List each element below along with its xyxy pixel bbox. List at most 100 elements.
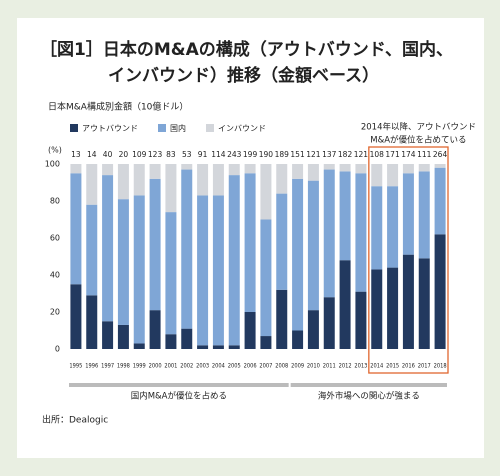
legend-label: インバウンド: [218, 124, 266, 133]
bar-segment: [149, 178, 161, 311]
bar-segment: [387, 164, 399, 187]
total-label: 20: [119, 150, 129, 159]
x-tick-label: 2014: [370, 363, 383, 370]
total-label: 121: [306, 150, 321, 159]
y-tick-label: 40: [50, 271, 60, 280]
legend-swatch: [206, 124, 214, 132]
x-tick-label: 2017: [418, 363, 431, 370]
total-label: 189: [275, 150, 290, 159]
bar-segment: [181, 328, 193, 349]
bar-segment: [418, 164, 430, 172]
bar-segment: [165, 334, 177, 349]
bar-segment: [149, 164, 161, 179]
bar-segment: [181, 164, 193, 170]
bar-segment: [117, 324, 129, 349]
bar-segment: [355, 173, 367, 292]
legend-swatch: [158, 124, 166, 132]
total-label: 171: [385, 150, 400, 159]
bar-segment: [165, 212, 177, 335]
total-label: 114: [211, 150, 226, 159]
total-label: 40: [103, 150, 113, 159]
bar-segment: [434, 164, 446, 168]
bar-segment: [276, 164, 288, 194]
bar-segment: [86, 295, 98, 349]
bar-segment: [355, 164, 367, 174]
x-tick-label: 2000: [149, 363, 162, 370]
bar-segment: [371, 186, 383, 270]
bar-segment: [339, 171, 351, 261]
bar-segment: [292, 178, 304, 331]
bar-segment: [228, 164, 240, 176]
bar-segment: [86, 164, 98, 205]
bar-segment: [307, 310, 319, 349]
bar-segment: [292, 330, 304, 349]
x-tick-label: 1998: [117, 363, 130, 370]
y-unit: (%): [48, 146, 62, 155]
total-label: 190: [259, 150, 274, 159]
bar-segment: [307, 164, 319, 181]
bar-segment: [102, 164, 114, 176]
x-tick-label: 2015: [386, 363, 399, 370]
bar-segment: [355, 291, 367, 349]
y-tick-label: 80: [50, 197, 60, 206]
bar-segment: [86, 204, 98, 296]
title: ［図1］日本のM&Aの構成（アウトバウンド、国内、: [40, 39, 453, 60]
title: インバウンド）推移（金額ベース）: [108, 65, 379, 86]
y-tick-label: 20: [50, 308, 60, 317]
x-tick-label: 2005: [228, 363, 241, 370]
bar-segment: [165, 164, 177, 213]
bar-segment: [149, 310, 161, 349]
x-tick-label: 2003: [196, 363, 209, 370]
bar-segment: [70, 164, 82, 174]
x-tick-label: 2002: [180, 363, 193, 370]
highlight-box: [368, 146, 449, 374]
total-label: 109: [132, 150, 147, 159]
bar-segment: [371, 269, 383, 349]
period-label: 国内M&Aが優位を占める: [131, 391, 227, 402]
x-tick-label: 2016: [402, 363, 415, 370]
bar-segment: [276, 289, 288, 349]
bar-segment: [402, 164, 414, 174]
bar-segment: [323, 297, 335, 349]
bar-segment: [292, 164, 304, 179]
bar-segment: [228, 175, 240, 346]
bar-segment: [197, 345, 209, 349]
x-tick-label: 2013: [354, 363, 367, 370]
y-tick-label: 100: [45, 160, 60, 169]
bar-segment: [418, 171, 430, 259]
total-label: 53: [182, 150, 192, 159]
bar-segment: [260, 164, 272, 220]
bar-segment: [402, 173, 414, 255]
total-label: 121: [354, 150, 369, 159]
total-label: 14: [87, 150, 97, 159]
bar-segment: [402, 254, 414, 349]
total-label: 83: [166, 150, 176, 159]
bar-segment: [323, 169, 335, 298]
bar-segment: [70, 173, 82, 285]
bar-segment: [181, 169, 193, 329]
bar-segment: [197, 164, 209, 196]
bar-segment: [387, 186, 399, 268]
bar-segment: [244, 164, 256, 174]
bar-segment: [339, 164, 351, 172]
bar-segment: [307, 180, 319, 311]
bar-segment: [323, 164, 335, 170]
bar-segment: [244, 312, 256, 349]
x-tick-label: 2004: [212, 363, 225, 370]
period-bar: [290, 383, 447, 387]
bar-segment: [339, 260, 351, 349]
bar-segment: [434, 167, 446, 235]
x-tick-label: 2006: [244, 363, 257, 370]
total-label: 243: [227, 150, 242, 159]
x-tick-label: 2007: [259, 363, 272, 370]
bar-segment: [212, 195, 224, 346]
bar-segment: [434, 234, 446, 349]
bar-segment: [102, 321, 114, 349]
x-tick-label: 2009: [291, 363, 304, 370]
bar-segment: [133, 195, 145, 344]
x-tick-label: 2008: [275, 363, 288, 370]
x-tick-label: 2010: [307, 363, 320, 370]
annotation: 2014年以降、アウトバウンド: [361, 122, 476, 133]
